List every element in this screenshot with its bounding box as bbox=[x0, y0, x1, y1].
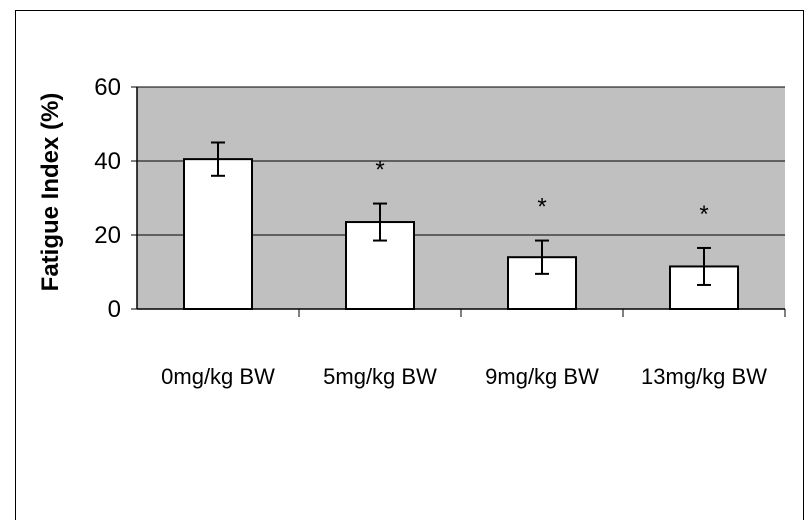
x-tick-label-1: 5mg/kg BW bbox=[323, 364, 437, 389]
x-tick-label-3: 13mg/kg BW bbox=[641, 364, 767, 389]
y-tick-labels: 0 20 40 60 bbox=[94, 74, 121, 323]
x-tick-label-2: 9mg/kg BW bbox=[485, 364, 599, 389]
error-bar-3 bbox=[697, 246, 711, 286]
y-tick-label-0: 0 bbox=[108, 296, 121, 323]
significance-marker-1: * bbox=[375, 157, 384, 184]
axes bbox=[131, 86, 786, 317]
bar-0 bbox=[183, 158, 253, 310]
error-bar-1 bbox=[373, 202, 387, 242]
x-tick-label-0: 0mg/kg BW bbox=[161, 364, 275, 389]
y-tick-label-40: 40 bbox=[94, 148, 121, 175]
y-tick-label-60: 60 bbox=[94, 74, 121, 101]
error-bar-0 bbox=[211, 141, 225, 177]
error-bar-2 bbox=[535, 239, 549, 275]
error-bars bbox=[211, 141, 711, 286]
significance-marker-2: * bbox=[537, 194, 546, 221]
y-tick-label-20: 20 bbox=[94, 222, 121, 249]
y-axis-label: Fatigue Index (%) bbox=[37, 93, 64, 292]
x-tick-labels: 0mg/kg BW 5mg/kg BW 9mg/kg BW 13mg/kg BW bbox=[161, 364, 767, 389]
significance-markers: * * * bbox=[375, 157, 708, 228]
significance-marker-3: * bbox=[699, 201, 708, 228]
